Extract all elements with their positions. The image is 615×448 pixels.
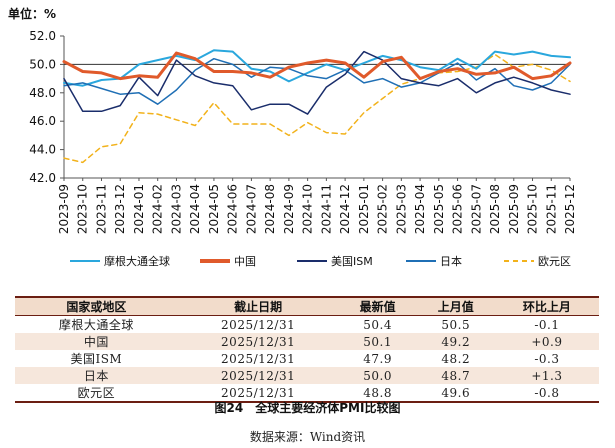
- x-tick-label: 2024-04: [188, 184, 202, 234]
- cell-latest: 50.4: [363, 317, 392, 332]
- x-tick-label: 2025-10: [526, 184, 540, 234]
- header-date: 截止日期: [177, 296, 339, 316]
- x-tick-label: 2025-02: [376, 184, 390, 234]
- header-region: 国家或地区: [15, 296, 178, 316]
- legend-label: 日本: [440, 254, 462, 268]
- cell-region: 摩根大通全球: [58, 318, 134, 332]
- legend-label: 欧元区: [538, 255, 571, 268]
- cell-previous: 48.7: [416, 367, 495, 384]
- x-tick-label: 2024-03: [169, 184, 183, 234]
- cell-region: 日本: [15, 367, 178, 384]
- cell-change: +1.3: [494, 367, 599, 384]
- table-row: 美国ISM 2025/12/31 47.9 48.2 -0.3: [15, 350, 599, 367]
- series-line-3: [63, 57, 571, 105]
- x-tick-label: 2025-08: [488, 184, 502, 234]
- x-tick-label: 2024-05: [207, 184, 221, 234]
- y-tick-label: 50.0: [29, 57, 56, 71]
- pmi-line-chart: 单位：% 42.044.046.048.050.052.0 2023-09 202…: [8, 6, 577, 268]
- chart-legend: 摩根大通全球 中国 美国ISM 日本 欧元区: [70, 254, 571, 268]
- x-tick-label: 2023-09: [57, 184, 71, 234]
- x-tick-label: 2024-08: [263, 184, 277, 234]
- cell-date: 2025/12/31: [177, 333, 339, 350]
- cell-region: 中国: [15, 333, 178, 350]
- x-tick-label: 2023-11: [94, 184, 108, 234]
- x-tick-label: 2025-09: [507, 184, 521, 234]
- x-tick-label: 2024-09: [282, 184, 296, 234]
- cell-region: 美国ISM: [70, 352, 123, 366]
- x-tick-label: 2024-01: [132, 184, 146, 234]
- header-previous: 上月值: [416, 296, 495, 316]
- x-tick-label: 2025-03: [394, 184, 408, 234]
- x-tick-label: 2025-05: [432, 184, 446, 234]
- legend-label: 美国ISM: [331, 255, 373, 268]
- y-tick-label: 52.0: [29, 29, 56, 43]
- chart-grid: [63, 36, 570, 179]
- cell-latest: 50.0: [338, 367, 417, 384]
- cell-date: 2025/12/31: [177, 384, 339, 403]
- y-axis-ticks: 42.0 44.0 46.0 48.0 50.0 52.0: [29, 29, 64, 185]
- y-tick-label: 42.0: [29, 171, 56, 185]
- x-tick-label: 2024-07: [244, 184, 258, 234]
- series-line-2: [63, 50, 571, 115]
- series-line-0: [63, 49, 571, 87]
- unit-label: 单位：%: [8, 6, 56, 21]
- pmi-comparison-table: 国家或地区 截止日期 最新值 上月值 环比上月 摩根大通全球 2025/12/3…: [15, 296, 599, 403]
- x-tick-label: 2024-12: [338, 184, 352, 234]
- cell-date: 2025/12/31: [221, 351, 296, 366]
- x-tick-label: 2025-11: [544, 184, 558, 234]
- cell-change: -0.3: [534, 351, 560, 366]
- header-latest: 最新值: [338, 296, 417, 316]
- figure-caption: 图24 全球主要经济体PMI比较图: [214, 401, 401, 415]
- cell-previous: 49.6: [416, 384, 495, 403]
- table-row: 日本 2025/12/31 50.0 48.7 +1.3: [15, 367, 599, 384]
- cell-previous: 49.2: [416, 333, 495, 350]
- cell-change: -0.8: [494, 384, 599, 403]
- table-row: 摩根大通全球 2025/12/31 50.4 50.5 -0.1: [15, 316, 599, 334]
- series-line-1: [62, 51, 572, 81]
- table-row: 欧元区 2025/12/31 48.8 49.6 -0.8: [15, 384, 599, 403]
- cell-latest: 48.8: [338, 384, 417, 403]
- x-tick-label: 2023-12: [113, 184, 127, 234]
- cell-previous: 48.2: [441, 351, 471, 366]
- x-tick-label: 2025-06: [451, 184, 465, 234]
- cell-region: 欧元区: [15, 384, 178, 403]
- x-axis-ticks: 2023-09 2023-10 2023-11 2023-12 2024-01 2024-…: [57, 178, 577, 234]
- cell-date: 2025/12/31: [221, 317, 296, 332]
- x-tick-label: 2025-01: [357, 184, 371, 234]
- data-source: 数据来源：Wind资讯: [249, 430, 366, 444]
- legend-label: 中国: [234, 255, 256, 268]
- series-lines: [62, 49, 572, 164]
- x-tick-label: 2023-10: [76, 184, 90, 234]
- cell-date: 2025/12/31: [177, 367, 339, 384]
- table-row: 中国 2025/12/31 50.1 49.2 +0.9: [15, 333, 599, 350]
- x-tick-label: 2024-10: [301, 184, 315, 234]
- cell-change: +0.9: [494, 333, 599, 350]
- x-tick-label: 2025-12: [563, 184, 577, 234]
- cell-latest: 47.9: [363, 351, 392, 366]
- cell-change: -0.1: [534, 317, 560, 332]
- x-tick-label: 2025-04: [413, 184, 427, 234]
- table-header-row: 国家或地区 截止日期 最新值 上月值 环比上月: [15, 296, 599, 316]
- series-line-4: [63, 53, 571, 164]
- y-tick-label: 44.0: [29, 143, 56, 157]
- header-mom-change: 环比上月: [494, 296, 599, 316]
- cell-latest: 50.1: [338, 333, 417, 350]
- y-tick-label: 48.0: [29, 86, 56, 100]
- x-tick-label: 2024-02: [151, 184, 165, 234]
- cell-previous: 50.5: [441, 317, 471, 332]
- x-tick-label: 2025-07: [469, 184, 483, 234]
- x-tick-label: 2024-06: [226, 184, 240, 234]
- x-tick-label: 2024-11: [319, 184, 333, 234]
- legend-label: 摩根大通全球: [104, 254, 170, 268]
- y-tick-label: 46.0: [29, 114, 56, 128]
